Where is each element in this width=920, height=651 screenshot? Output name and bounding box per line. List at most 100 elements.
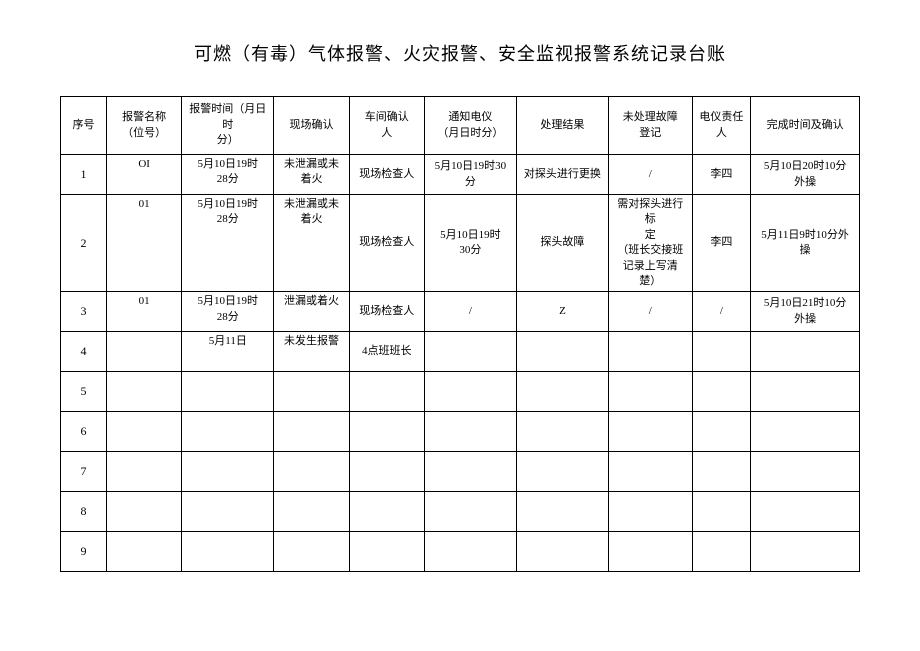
table-row: 7 [61, 452, 860, 492]
cell-responsible [692, 412, 751, 452]
cell-time [182, 452, 274, 492]
header-notify: 通知电仪（月日时分） [424, 97, 516, 155]
table-row: 6 [61, 412, 860, 452]
cell-complete [751, 452, 860, 492]
cell-time [182, 492, 274, 532]
cell-name [107, 372, 182, 412]
cell-workshop [349, 372, 424, 412]
cell-time [182, 372, 274, 412]
cell-complete [751, 332, 860, 372]
cell-fault [608, 492, 692, 532]
cell-seq: 5 [61, 372, 107, 412]
cell-seq: 7 [61, 452, 107, 492]
header-seq: 序号 [61, 97, 107, 155]
cell-fault [608, 412, 692, 452]
cell-name [107, 532, 182, 572]
table-row: 45月11日未发生报警4点班班长 [61, 332, 860, 372]
table-row: 5 [61, 372, 860, 412]
cell-result: 探头故障 [516, 195, 608, 292]
cell-responsible [692, 452, 751, 492]
cell-seq: 1 [61, 155, 107, 195]
cell-confirm [274, 452, 349, 492]
cell-seq: 3 [61, 292, 107, 332]
cell-seq: 6 [61, 412, 107, 452]
cell-complete: 5月11日9时10分外操 [751, 195, 860, 292]
cell-workshop [349, 492, 424, 532]
cell-result [516, 372, 608, 412]
cell-name: 01 [107, 292, 182, 332]
cell-fault: / [608, 155, 692, 195]
cell-result [516, 332, 608, 372]
cell-notify [424, 532, 516, 572]
table-header-row: 序号 报警名称（位号） 报警时间（月日时分） 现场确认 车间确认人 通知电仪（月… [61, 97, 860, 155]
cell-time: 5月10日19时28分 [182, 292, 274, 332]
cell-workshop [349, 412, 424, 452]
cell-confirm: 泄漏或着火 [274, 292, 349, 332]
cell-responsible: 李四 [692, 195, 751, 292]
cell-workshop: 4点班班长 [349, 332, 424, 372]
cell-fault: / [608, 292, 692, 332]
cell-notify [424, 492, 516, 532]
table-body: 1OI5月10日19时28分未泄漏或未着火现场检查人5月10日19时30分对探头… [61, 155, 860, 572]
cell-fault: 需对探头进行标定（班长交接班记录上写清楚） [608, 195, 692, 292]
header-result: 处理结果 [516, 97, 608, 155]
cell-workshop: 现场检查人 [349, 292, 424, 332]
cell-name: OI [107, 155, 182, 195]
cell-responsible: 李四 [692, 155, 751, 195]
cell-fault [608, 332, 692, 372]
cell-time: 5月10日19时28分 [182, 195, 274, 292]
cell-notify [424, 372, 516, 412]
header-time: 报警时间（月日时分） [182, 97, 274, 155]
header-workshop: 车间确认人 [349, 97, 424, 155]
cell-notify [424, 332, 516, 372]
cell-confirm [274, 492, 349, 532]
cell-responsible: / [692, 292, 751, 332]
table-row: 2015月10日19时28分未泄漏或未着火现场检查人5月10日19时30分探头故… [61, 195, 860, 292]
cell-name [107, 452, 182, 492]
cell-complete: 5月10日21时10分外操 [751, 292, 860, 332]
cell-complete [751, 412, 860, 452]
cell-fault [608, 532, 692, 572]
cell-notify [424, 412, 516, 452]
cell-time [182, 532, 274, 572]
header-confirm: 现场确认 [274, 97, 349, 155]
cell-confirm: 未泄漏或未着火 [274, 155, 349, 195]
cell-notify [424, 452, 516, 492]
cell-fault [608, 452, 692, 492]
header-complete: 完成时间及确认 [751, 97, 860, 155]
cell-workshop [349, 452, 424, 492]
cell-confirm: 未泄漏或未着火 [274, 195, 349, 292]
cell-workshop: 现场检查人 [349, 195, 424, 292]
cell-responsible [692, 372, 751, 412]
cell-seq: 9 [61, 532, 107, 572]
cell-workshop [349, 532, 424, 572]
table-row: 3015月10日19时28分泄漏或着火现场检查人/Z//5月10日21时10分外… [61, 292, 860, 332]
header-name: 报警名称（位号） [107, 97, 182, 155]
cell-time [182, 412, 274, 452]
cell-result [516, 492, 608, 532]
cell-result [516, 532, 608, 572]
header-fault: 未处理故障登记 [608, 97, 692, 155]
cell-seq: 8 [61, 492, 107, 532]
cell-complete [751, 372, 860, 412]
cell-responsible [692, 332, 751, 372]
cell-confirm [274, 532, 349, 572]
cell-time: 5月11日 [182, 332, 274, 372]
cell-name [107, 412, 182, 452]
table-row: 9 [61, 532, 860, 572]
cell-name [107, 492, 182, 532]
table-row: 8 [61, 492, 860, 532]
cell-confirm [274, 412, 349, 452]
cell-responsible [692, 492, 751, 532]
cell-notify: 5月10日19时30分 [424, 155, 516, 195]
cell-name: 01 [107, 195, 182, 292]
page-title: 可燃（有毒）气体报警、火灾报警、安全监视报警系统记录台账 [60, 40, 860, 66]
cell-time: 5月10日19时28分 [182, 155, 274, 195]
cell-confirm: 未发生报警 [274, 332, 349, 372]
cell-result [516, 412, 608, 452]
cell-result: 对探头进行更换 [516, 155, 608, 195]
alarm-log-table: 序号 报警名称（位号） 报警时间（月日时分） 现场确认 车间确认人 通知电仪（月… [60, 96, 860, 572]
table-row: 1OI5月10日19时28分未泄漏或未着火现场检查人5月10日19时30分对探头… [61, 155, 860, 195]
header-responsible: 电仪责任人 [692, 97, 751, 155]
cell-complete [751, 492, 860, 532]
